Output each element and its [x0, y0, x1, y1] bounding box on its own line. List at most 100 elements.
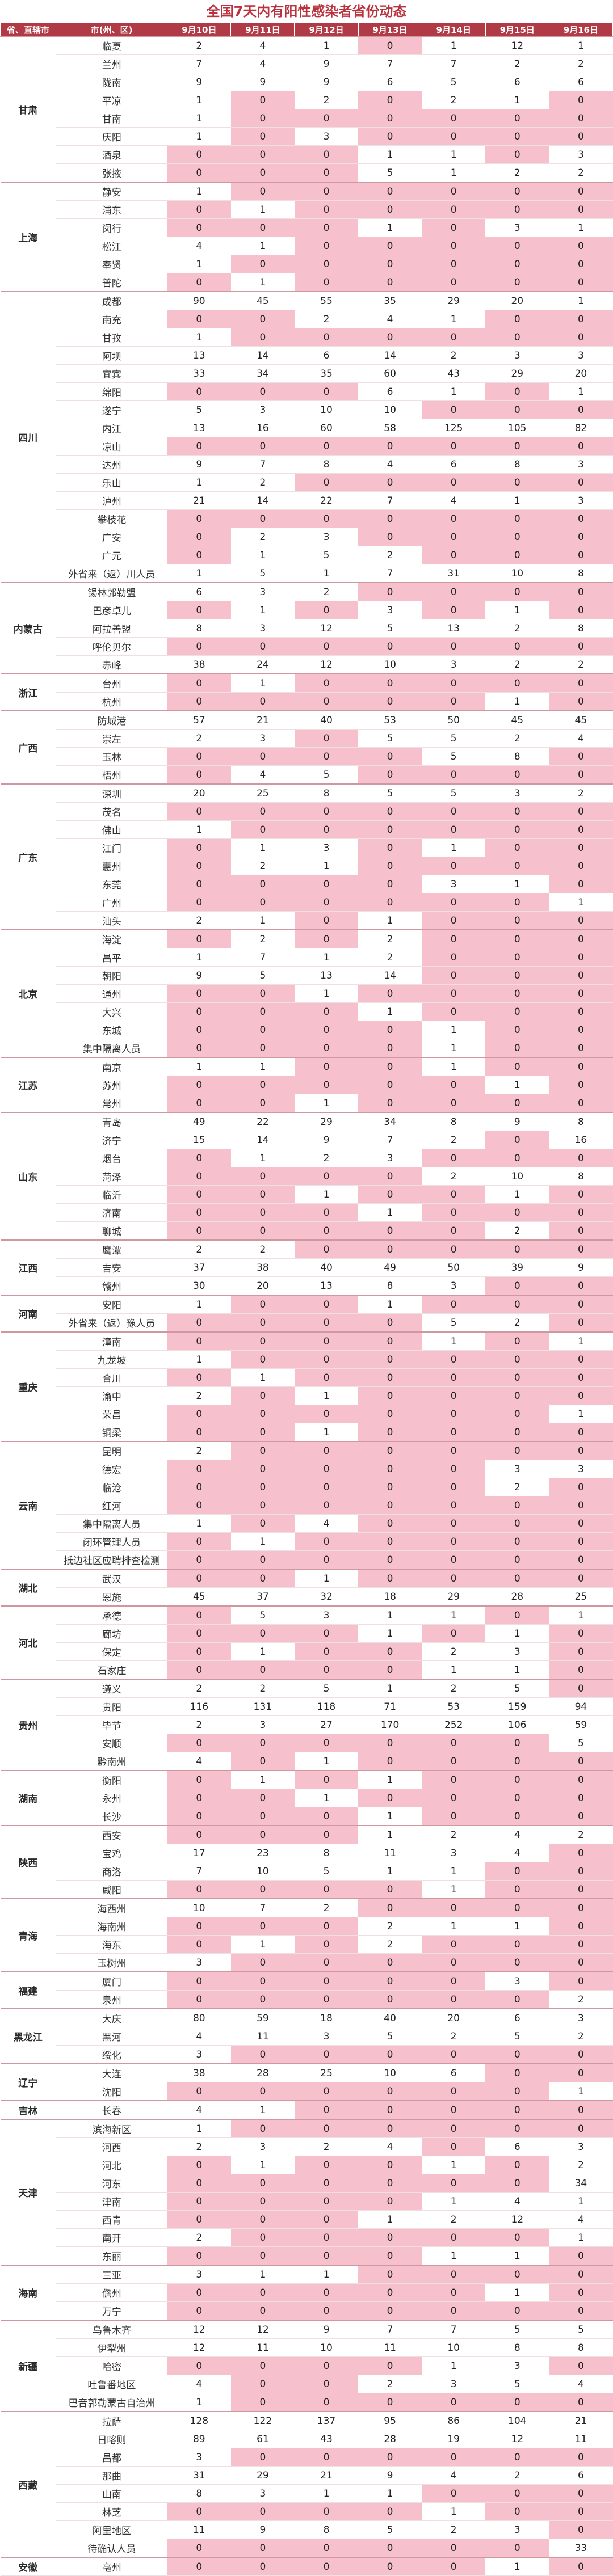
count-cell: 0 [230, 1460, 295, 1478]
count-cell: 2 [422, 1167, 486, 1186]
count-cell: 0 [485, 966, 549, 985]
count-cell: 0 [358, 2539, 422, 2558]
city-cell: 吉安 [56, 1258, 167, 1277]
table-row: 内江 13 16 60 58 125 105 82 [1, 419, 613, 437]
table-row: 浙江 台州 0 1 0 0 0 0 0 [0, 673, 613, 711]
count-cell: 0 [358, 1971, 422, 1991]
count-cell: 0 [230, 2502, 295, 2521]
count-cell: 5 [422, 783, 486, 803]
count-cell: 0 [549, 747, 613, 766]
table-row: 长沙 0 0 0 1 0 0 0 [1, 1807, 613, 1826]
count-cell: 104 [485, 2411, 549, 2430]
count-cell: 13 [422, 619, 486, 638]
table-body: 甘肃 临夏 2 4 1 0 1 12 1 兰州 7 4 9 7 7 2 2 陇南 9 9 9 6 5 6 6 平凉 1 0 2 0 2 1 0 甘… [0, 36, 613, 2576]
count-cell: 2 [485, 2466, 549, 2485]
city-cell: 集中隔离人员 [56, 1039, 167, 1058]
count-cell: 20 [422, 2008, 486, 2027]
count-cell: 0 [358, 2045, 422, 2064]
count-cell: 1 [422, 2192, 486, 2211]
count-cell: 0 [549, 2484, 613, 2503]
count-cell: 0 [549, 1185, 613, 1204]
count-cell: 4 [230, 54, 295, 73]
count-cell: 0 [358, 1350, 422, 1369]
city-cell: 红河 [56, 1496, 167, 1515]
count-cell: 0 [167, 692, 231, 711]
count-cell: 0 [167, 437, 231, 456]
count-cell: 20 [230, 1276, 295, 1296]
table-row: 安顺 0 0 0 0 0 0 5 [1, 1734, 613, 1752]
count-cell: 1 [485, 1917, 549, 1936]
count-cell: 3 [422, 1844, 486, 1862]
count-cell: 8 [294, 455, 359, 474]
count-cell: 125 [422, 419, 486, 437]
count-cell: 0 [549, 1221, 613, 1241]
count-cell: 25 [549, 1587, 613, 1607]
table-row: 阿拉善盟 8 3 12 5 13 2 8 [1, 619, 613, 638]
count-cell: 29 [294, 1112, 359, 1131]
count-cell: 0 [294, 473, 359, 492]
count-cell: 3 [422, 2375, 486, 2393]
count-cell: 0 [230, 1880, 295, 1899]
table-row: 青海 海西州 10 7 2 0 0 0 0 [0, 1898, 613, 1972]
count-cell: 2 [230, 857, 295, 875]
count-cell: 1 [294, 2484, 359, 2503]
table-row: 闵行 0 0 0 1 0 3 1 [1, 218, 613, 237]
count-cell: 0 [294, 1295, 359, 1314]
count-cell: 3 [294, 1605, 359, 1625]
city-cell: 乌鲁木齐 [56, 2320, 167, 2339]
city-cell: 衡阳 [56, 1770, 167, 1789]
count-cell: 0 [167, 1660, 231, 1680]
count-cell: 0 [230, 2375, 295, 2393]
province-cell: 黑龙江 [0, 2008, 57, 2064]
count-cell: 0 [358, 820, 422, 839]
count-cell: 1 [358, 1295, 422, 1314]
count-cell: 0 [358, 1496, 422, 1515]
count-cell: 0 [358, 1368, 422, 1387]
count-cell: 90 [167, 291, 231, 310]
count-cell: 0 [485, 2393, 549, 2412]
count-cell: 2 [485, 1478, 549, 1496]
count-cell: 0 [358, 2393, 422, 2412]
count-cell: 11 [167, 2520, 231, 2539]
count-cell: 0 [294, 2502, 359, 2521]
count-cell: 2 [230, 1679, 295, 1698]
count-cell: 1 [549, 2082, 613, 2101]
count-cell: 0 [422, 857, 486, 875]
table-row: 北京 海淀 0 2 0 2 0 0 0 [0, 929, 613, 1058]
table-row: 吉安 37 38 40 49 50 39 9 [1, 1258, 613, 1277]
count-cell: 1 [549, 1405, 613, 1423]
count-cell: 21 [294, 2466, 359, 2485]
count-cell: 0 [294, 2119, 359, 2138]
count-cell: 27 [294, 1715, 359, 1734]
count-cell: 10 [358, 400, 422, 419]
count-cell: 58 [358, 419, 422, 437]
count-cell: 12 [294, 655, 359, 674]
province-cell: 广东 [0, 783, 57, 930]
city-cell: 大庆 [56, 2008, 167, 2027]
table-row: 菏泽 0 0 0 0 2 10 8 [1, 1167, 613, 1186]
count-cell: 0 [294, 1550, 359, 1570]
table-row: 西青 0 0 0 1 2 12 4 [1, 2210, 613, 2229]
count-cell: 95 [358, 2411, 422, 2430]
table-row: 凉山 0 0 0 0 0 0 0 [1, 437, 613, 456]
table-row: 朝阳 9 5 13 14 0 0 0 [1, 966, 613, 985]
count-cell: 0 [358, 2228, 422, 2247]
table-row: 广州 0 0 0 0 0 0 1 [1, 893, 613, 912]
count-cell: 122 [230, 2411, 295, 2430]
count-cell: 0 [230, 1386, 295, 1405]
table-row: 日喀则 89 61 43 28 19 12 11 [1, 2430, 613, 2448]
city-cell: 山南 [56, 2484, 167, 2503]
province-cell: 贵州 [0, 1679, 57, 1771]
count-cell: 0 [549, 255, 613, 273]
city-cell: 德宏 [56, 1460, 167, 1478]
count-cell: 2 [294, 2137, 359, 2156]
count-cell: 0 [294, 237, 359, 255]
count-cell: 0 [549, 1496, 613, 1515]
city-cell: 兰州 [56, 54, 167, 73]
count-cell: 0 [422, 2137, 486, 2156]
count-cell: 0 [230, 875, 295, 893]
count-cell: 6 [358, 382, 422, 401]
city-cell: 黔南州 [56, 1752, 167, 1771]
count-cell: 5 [485, 1679, 549, 1698]
count-cell: 0 [358, 2301, 422, 2321]
